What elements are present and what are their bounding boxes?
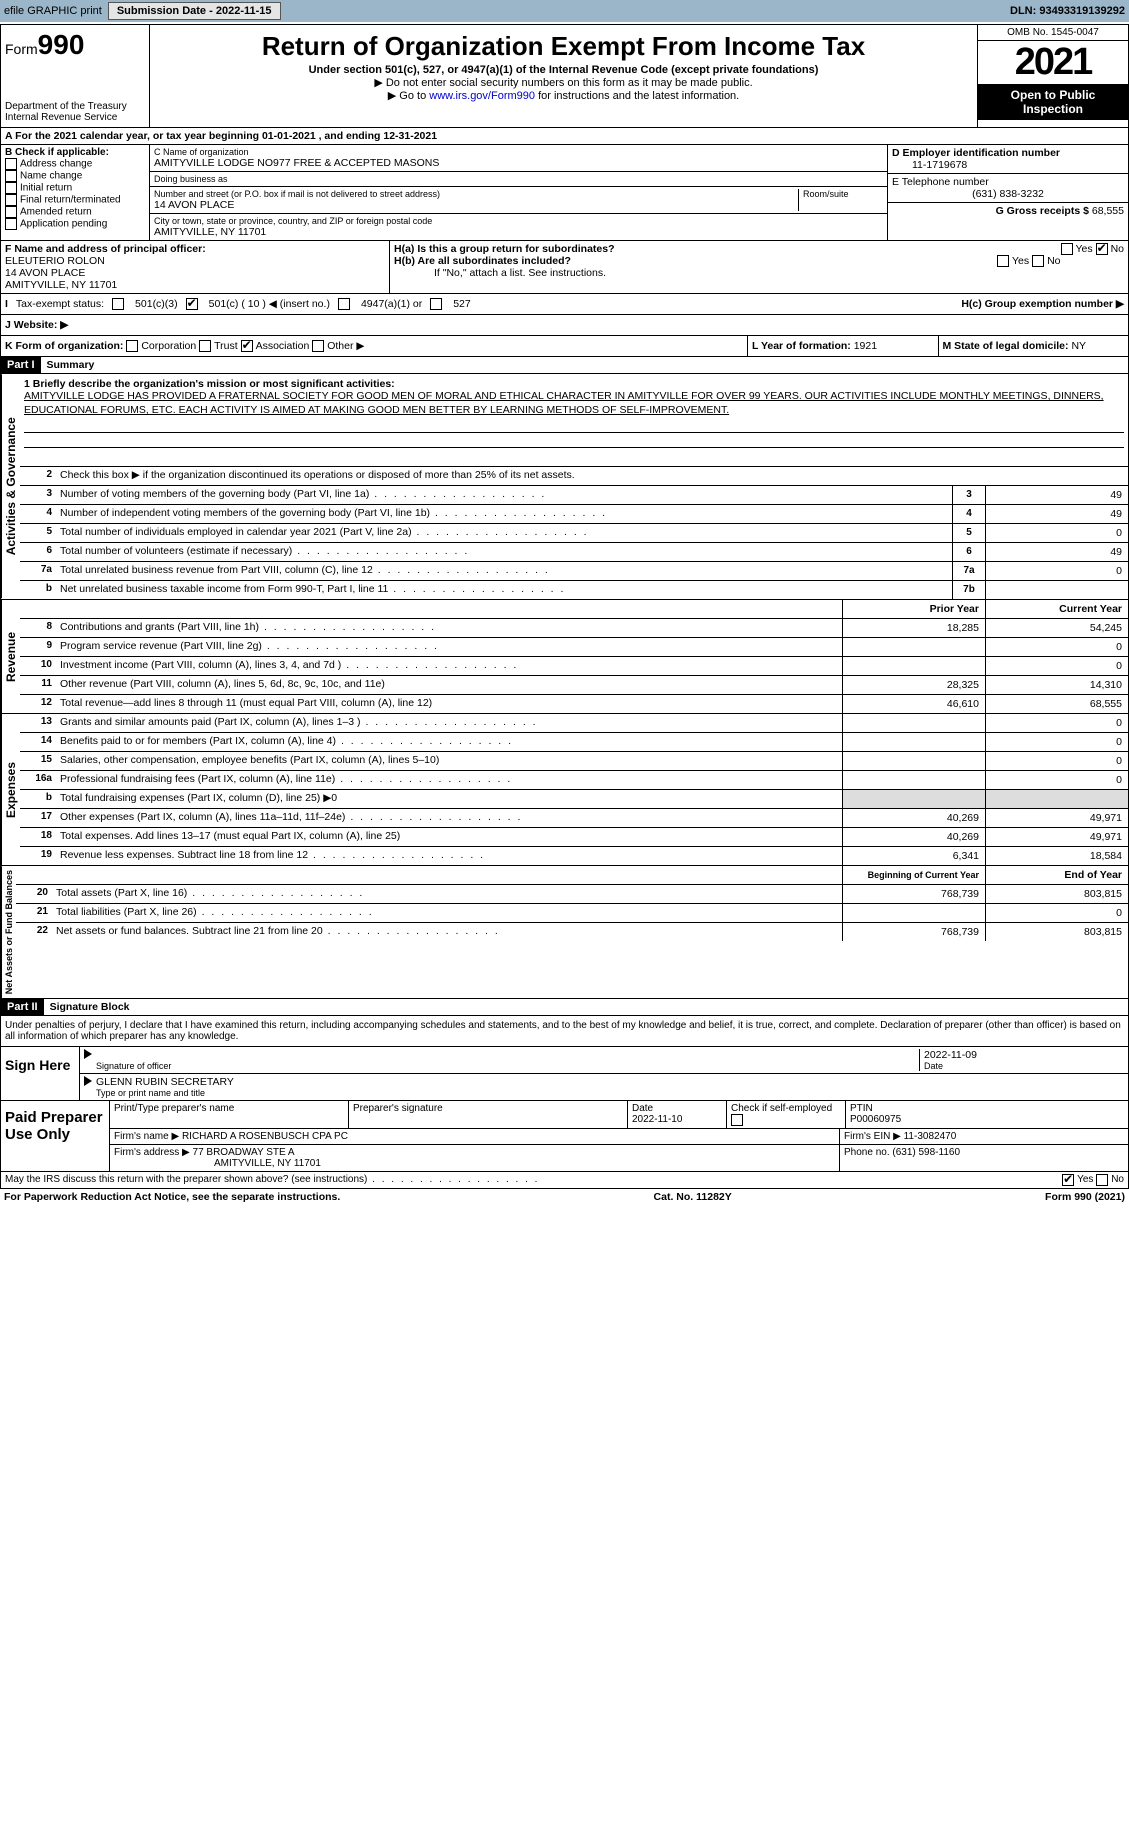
paid-preparer: Paid Preparer Use Only Print/Type prepar… [0,1101,1129,1172]
section-j: J Website: ▶ [0,315,1129,336]
efile-bar: efile GRAPHIC print Submission Date - 20… [0,0,1129,22]
form-header: Form990 Department of the Treasury Inter… [0,24,1129,128]
discuss-row: May the IRS discuss this return with the… [0,1172,1129,1189]
signature-block: Under penalties of perjury, I declare th… [0,1016,1129,1101]
revenue-table: Revenue Prior YearCurrent Year 8Contribu… [0,600,1129,714]
efile-label: efile GRAPHIC print [4,5,102,17]
form-title: Return of Organization Exempt From Incom… [154,31,973,62]
netassets-table: Net Assets or Fund Balances Beginning of… [0,866,1129,999]
block-bcd: B Check if applicable: Address change Na… [0,145,1129,241]
block-fh: F Name and address of principal officer:… [0,241,1129,294]
submission-date-btn[interactable]: Submission Date - 2022-11-15 [108,2,281,20]
part1-header: Part ISummary [0,357,1129,374]
part2-header: Part IISignature Block [0,999,1129,1016]
expenses-table: Expenses 13Grants and similar amounts pa… [0,714,1129,866]
irs-link[interactable]: www.irs.gov/Form990 [429,90,535,102]
dln: DLN: 93493319139292 [1010,5,1125,17]
section-k: K Form of organization: Corporation Trus… [0,336,1129,357]
governance-table: Activities & Governance 1 Briefly descri… [0,374,1129,599]
section-i: ITax-exempt status: 501(c)(3) 501(c) ( 1… [0,294,1129,315]
section-a: A For the 2021 calendar year, or tax yea… [0,128,1129,145]
footer: For Paperwork Reduction Act Notice, see … [0,1189,1129,1205]
